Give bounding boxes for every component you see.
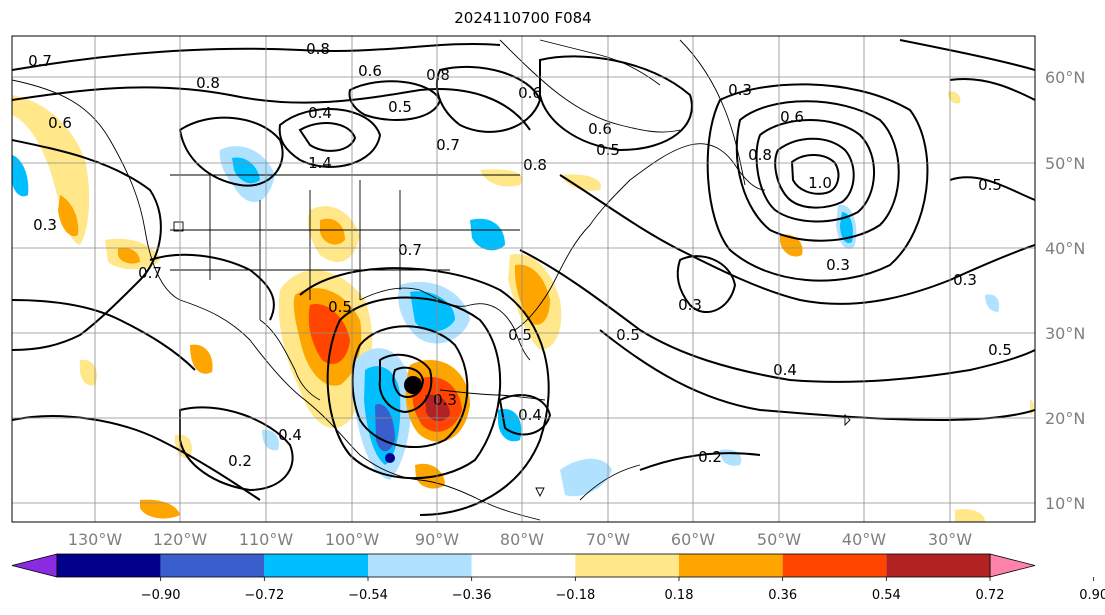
colorbar-segment	[264, 554, 368, 577]
longitude-label: 130°W	[68, 530, 123, 549]
latitude-label: 10°N	[1045, 494, 1085, 513]
contour-label: 0.3	[728, 81, 752, 99]
longitude-label: 120°W	[153, 530, 208, 549]
colorbar-tick-label: 0.36	[768, 588, 797, 603]
longitude-label: 110°W	[239, 530, 294, 549]
contour-label: 0.2	[228, 452, 252, 470]
map-frame	[11, 35, 1036, 523]
longitude-label: 70°W	[586, 530, 630, 549]
colorbar-segment	[782, 554, 887, 577]
contour-label: 0.7	[398, 241, 422, 259]
longitude-label: 50°W	[757, 530, 801, 549]
contour-label: 0.8	[196, 74, 220, 92]
longitude-label: 80°W	[500, 530, 544, 549]
contour-label: 0.5	[328, 298, 352, 316]
contour-label: 0.4	[773, 361, 797, 379]
latitude-label: 60°N	[1045, 68, 1085, 87]
latitude-label: 50°N	[1045, 154, 1085, 173]
map-title: 2024110700 F084	[454, 9, 592, 27]
longitude-label: 60°W	[671, 530, 715, 549]
colorbar-tick-label: −0.72	[244, 588, 284, 603]
latitude-label: 40°N	[1045, 239, 1085, 258]
contour-label: 1.0	[808, 174, 832, 192]
contour-label: 0.6	[518, 84, 542, 102]
colorbar-extend-high	[989, 553, 1036, 578]
colorbar-segment	[368, 554, 472, 577]
shaded-fields	[12, 91, 1034, 522]
colorbar-segment	[886, 554, 990, 577]
colorbar-segment	[575, 554, 679, 577]
colorbar-tick-label: −0.18	[555, 588, 595, 603]
gridlines	[12, 36, 1035, 522]
contour-label: 0.7	[28, 52, 52, 70]
contour-label: 0.3	[433, 391, 457, 409]
latitude-label: 30°N	[1045, 324, 1085, 343]
colorbar-tick-label: 0.72	[976, 588, 1005, 603]
latitude-labels: 60°N 50°N 40°N 30°N 20°N 10°N	[1045, 68, 1085, 513]
colorbar-segment	[679, 554, 783, 577]
longitude-label: 30°W	[928, 530, 972, 549]
storm-center-marker	[404, 376, 422, 394]
longitude-label: 40°W	[842, 530, 886, 549]
contour-label: 0.3	[826, 256, 850, 274]
contour-label: 0.7	[436, 136, 460, 154]
latitude-label: 20°N	[1045, 409, 1085, 428]
contour-label: 0.5	[988, 341, 1012, 359]
longitude-label: 100°W	[325, 530, 380, 549]
colorbar-tick-label: −0.90	[141, 588, 181, 603]
contour-label: 0.3	[33, 216, 57, 234]
contour-label: 0.8	[306, 40, 330, 58]
contour-labels: 0.70.80.80.6 0.80.70.60.40.60.81.40.70.5 0…	[28, 40, 1012, 470]
contour-label: 0.8	[523, 156, 547, 174]
colorbar-segment	[160, 554, 265, 577]
contour-label: 0.4	[518, 406, 542, 424]
longitude-label: 90°W	[415, 530, 459, 549]
colorbar: −0.90 −0.72 −0.54 −0.36 −0.18 0.18 0.36 0.54 0.7…	[11, 553, 1105, 603]
contour-label: 0.8	[748, 146, 772, 164]
contour-label: 0.5	[508, 326, 532, 344]
contour-label: 0.6	[588, 120, 612, 138]
contour-label: 0.2	[698, 448, 722, 466]
contour-label: 0.8	[426, 66, 450, 84]
colorbar-tick-label: 0.18	[665, 588, 694, 603]
contour-lines	[12, 39, 1035, 516]
contour-label: 0.5	[616, 326, 640, 344]
contour-label: 0.6	[48, 114, 72, 132]
colorbar-segment	[471, 554, 576, 577]
contour-label: 0.3	[678, 296, 702, 314]
longitude-labels: 130°W 120°W 110°W 100°W 90°W 80°W 70°W 60°W 50°W…	[68, 530, 972, 549]
contour-label: 0.5	[388, 98, 412, 116]
contour-label: 0.6	[358, 62, 382, 80]
contour-label: 0.6	[780, 108, 804, 126]
contour-label: 0.4	[278, 426, 302, 444]
colorbar-tick-label: −0.36	[452, 588, 492, 603]
contour-label: 0.3	[953, 271, 977, 289]
contour-label: 0.4	[308, 104, 332, 122]
contour-label: 0.7	[138, 264, 162, 282]
colorbar-extend-low	[11, 553, 58, 578]
colorbar-tick-label: 0.54	[872, 588, 901, 603]
colorbar-segment	[57, 554, 161, 577]
contour-label: 0.5	[978, 176, 1002, 194]
colorbar-tick-label: −0.54	[348, 588, 388, 603]
colorbar-tick-label: 0.90	[1079, 588, 1105, 603]
